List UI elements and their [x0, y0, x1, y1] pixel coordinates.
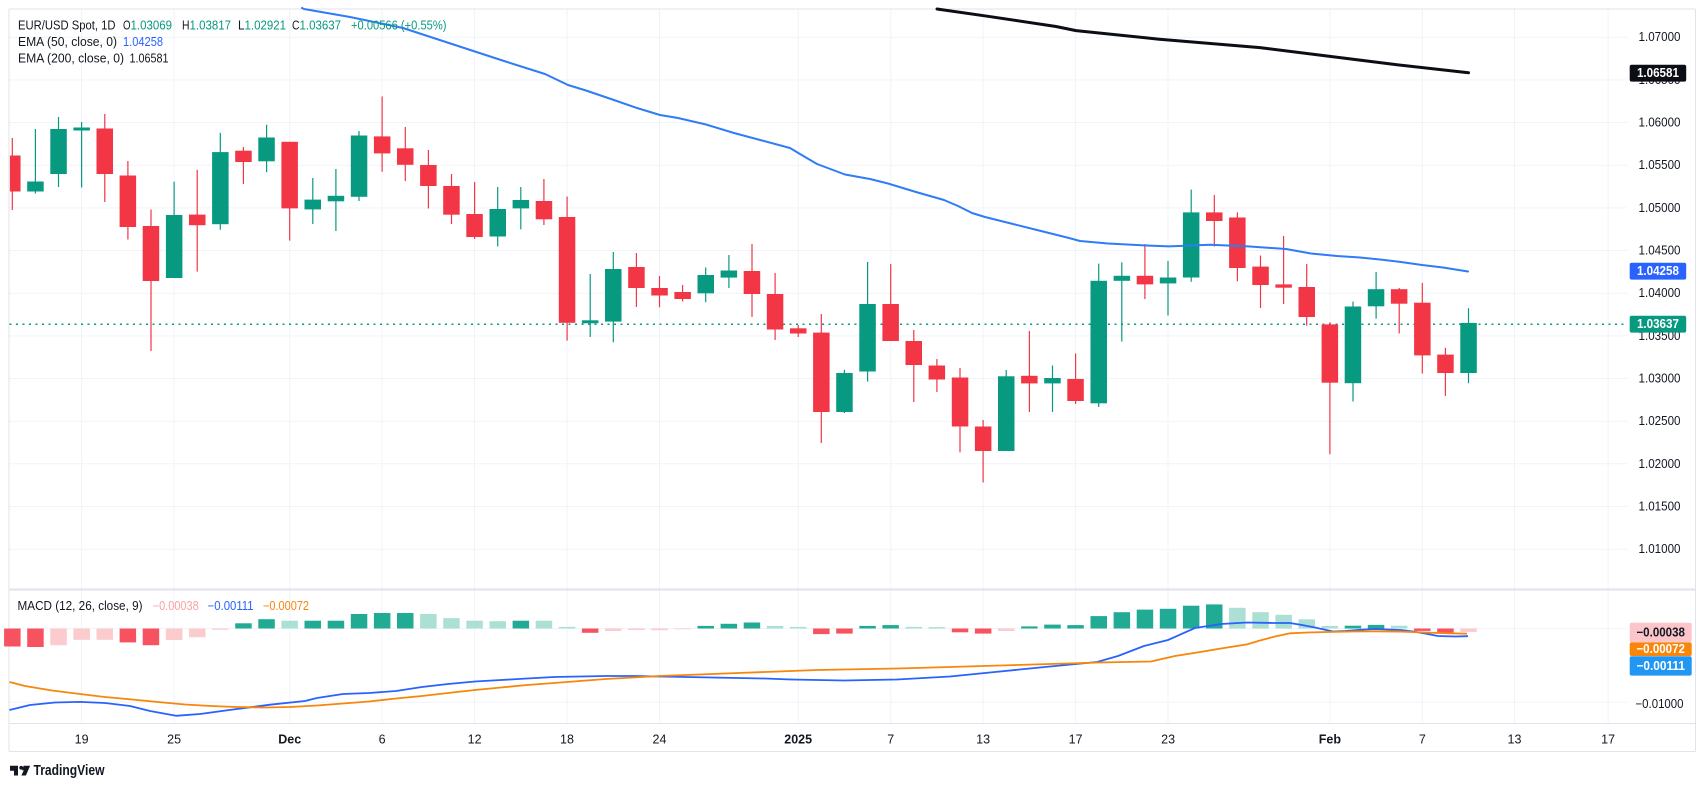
svg-text:13: 13 — [976, 733, 990, 747]
svg-text:1.01000: 1.01000 — [1639, 542, 1681, 556]
svg-text:1.03000: 1.03000 — [1639, 372, 1681, 386]
svg-text:18: 18 — [560, 733, 574, 747]
svg-text:1.04258: 1.04258 — [1637, 264, 1679, 278]
svg-text:7: 7 — [1419, 733, 1426, 747]
svg-text:1.03637: 1.03637 — [1637, 317, 1679, 331]
svg-text:TradingView: TradingView — [34, 763, 106, 779]
svg-text:1.05000: 1.05000 — [1639, 201, 1681, 215]
svg-text:MACD (12, 26, close, 9): MACD (12, 26, close, 9) — [18, 599, 143, 613]
svg-text:23: 23 — [1161, 733, 1175, 747]
svg-text:24: 24 — [653, 733, 667, 747]
svg-text:−0.00072: −0.00072 — [263, 599, 309, 613]
svg-text:O: O — [123, 19, 131, 33]
svg-text:H: H — [182, 19, 190, 33]
svg-text:1.03069: 1.03069 — [131, 19, 173, 33]
svg-text:−0.00111: −0.00111 — [1636, 659, 1685, 673]
svg-text:1.02500: 1.02500 — [1639, 414, 1681, 428]
svg-text:1.06581: 1.06581 — [1637, 66, 1679, 80]
svg-text:12: 12 — [468, 733, 482, 747]
svg-text:19: 19 — [75, 733, 89, 747]
svg-text:1.07000: 1.07000 — [1639, 30, 1681, 44]
svg-text:1.06000: 1.06000 — [1639, 116, 1681, 130]
svg-text:Dec: Dec — [278, 733, 301, 747]
svg-text:1.04258: 1.04258 — [123, 35, 163, 49]
svg-text:−0.00038: −0.00038 — [153, 599, 199, 613]
svg-text:C: C — [292, 19, 300, 33]
svg-text:6: 6 — [379, 733, 386, 747]
svg-text:2025: 2025 — [784, 733, 812, 747]
svg-text:1.02921: 1.02921 — [245, 19, 287, 33]
svg-text:1.02000: 1.02000 — [1639, 457, 1681, 471]
svg-text:25: 25 — [167, 733, 181, 747]
svg-text:1.05500: 1.05500 — [1639, 158, 1681, 172]
svg-text:17: 17 — [1601, 733, 1615, 747]
svg-text:EMA (200, close, 0): EMA (200, close, 0) — [18, 52, 124, 66]
svg-text:13: 13 — [1508, 733, 1522, 747]
svg-text:7: 7 — [887, 733, 894, 747]
svg-text:17: 17 — [1069, 733, 1083, 747]
svg-text:EMA (50, close, 0): EMA (50, close, 0) — [18, 35, 117, 49]
svg-text:1.04500: 1.04500 — [1639, 244, 1681, 258]
svg-text:L: L — [238, 19, 245, 33]
svg-text:−0.01000: −0.01000 — [1636, 697, 1684, 711]
svg-text:1.06581: 1.06581 — [130, 52, 169, 66]
svg-text:−0.00111: −0.00111 — [208, 599, 254, 613]
svg-text:1.04000: 1.04000 — [1639, 286, 1681, 300]
svg-text:1.03817: 1.03817 — [190, 19, 232, 33]
svg-text:1.01500: 1.01500 — [1639, 500, 1681, 514]
svg-text:1.03637: 1.03637 — [300, 19, 342, 33]
svg-text:−0.00038: −0.00038 — [1636, 626, 1685, 640]
svg-text:EUR/USD Spot, 1D: EUR/USD Spot, 1D — [18, 19, 116, 33]
svg-text:+0.00566 (+0.55%): +0.00566 (+0.55%) — [351, 19, 447, 33]
svg-text:Feb: Feb — [1319, 733, 1342, 747]
svg-text:−0.00072: −0.00072 — [1636, 642, 1685, 656]
